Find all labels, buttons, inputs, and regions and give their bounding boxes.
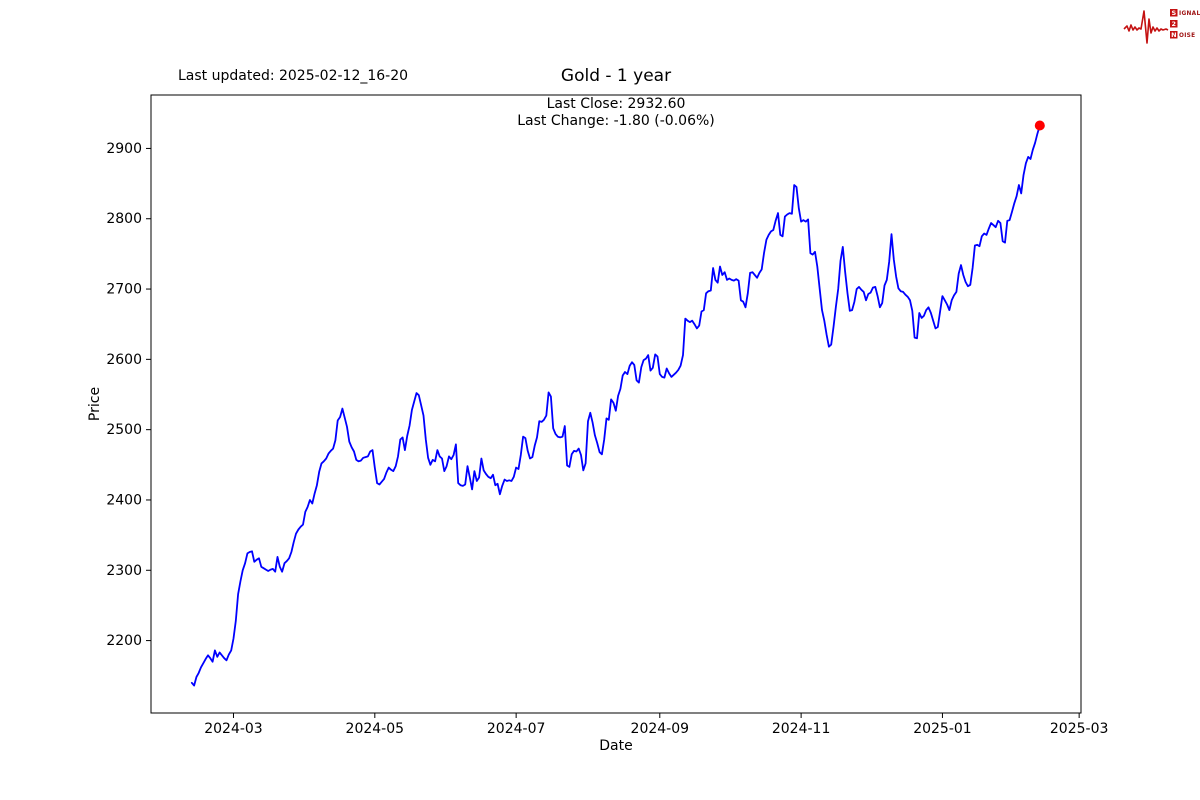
y-tick-label: 2800	[106, 211, 142, 227]
chart-title: Gold - 1 year	[560, 66, 672, 86]
y-tick-label: 2200	[106, 633, 142, 649]
x-tick-label: 2025-01	[913, 721, 972, 737]
logo-letter-box	[1170, 9, 1178, 17]
x-tick-label: 2024-05	[346, 721, 405, 737]
logo-box-letter: N	[1171, 31, 1176, 39]
logo-word-rest: OISE	[1179, 33, 1195, 39]
y-tick-label: 2700	[106, 282, 142, 298]
y-tick-label: 2400	[106, 492, 142, 508]
price-line-series	[190, 124, 1041, 687]
logo-letter-box	[1170, 20, 1178, 28]
y-tick-label: 2500	[106, 422, 142, 438]
plot-frame	[150, 94, 1082, 714]
y-tick-label: 2900	[106, 141, 142, 157]
logo-waveform-icon	[1123, 10, 1169, 44]
logo-letter-box	[1170, 31, 1178, 39]
x-tick-label: 2024-11	[772, 721, 831, 737]
x-tick-label: 2024-03	[204, 721, 263, 737]
last-change-annotation: Last Change: -1.80 (-0.06%)	[517, 113, 715, 129]
logo-box-letter: S	[1171, 9, 1176, 17]
last-updated-text: Last updated: 2025-02-12_16-20	[178, 68, 409, 84]
y-axis-title: Price	[87, 386, 103, 422]
x-axis-ticks: 2024-03 2024-05 2024-07 2024-09 2024-11 2025-…	[204, 713, 1108, 737]
last-close-annotation: Last Close: 2932.60	[546, 96, 686, 112]
y-tick-label: 2600	[106, 352, 142, 368]
x-tick-label: 2024-07	[487, 721, 546, 737]
y-axis-ticks: 2200 2300 2400 2500 2600 2700 2800 2900	[106, 141, 151, 649]
logo-word-rest: IGNAL	[1179, 11, 1200, 17]
x-axis-title: Date	[599, 738, 633, 754]
y-tick-label: 2300	[106, 563, 142, 579]
logo-box-letter: 2	[1172, 20, 1177, 28]
last-price-marker	[1034, 120, 1045, 131]
x-tick-label: 2024-09	[631, 721, 690, 737]
x-tick-label: 2025-03	[1050, 721, 1109, 737]
